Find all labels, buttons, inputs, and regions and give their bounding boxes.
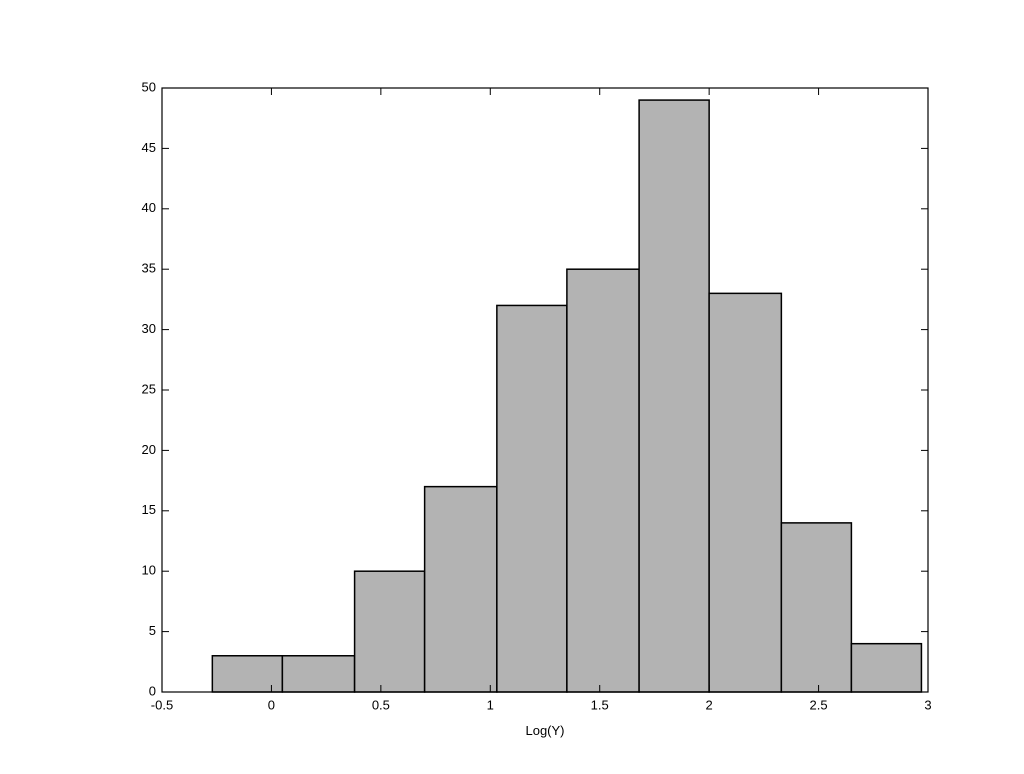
y-tick-label: 10 xyxy=(142,563,156,578)
bar xyxy=(780,522,853,693)
x-tick-label: -0.5 xyxy=(151,697,173,712)
bar xyxy=(211,655,284,693)
bar xyxy=(638,99,710,693)
y-tick-label: 40 xyxy=(142,200,156,215)
bar xyxy=(708,292,783,693)
bar xyxy=(496,304,568,693)
bar xyxy=(850,642,923,693)
y-tick-label: 50 xyxy=(142,79,156,94)
x-tick-label: 0 xyxy=(268,697,275,712)
y-tick-label: 25 xyxy=(142,381,156,396)
x-tick-label: 1.5 xyxy=(591,697,609,712)
y-tick-label: 20 xyxy=(142,442,156,457)
bar xyxy=(353,570,426,693)
y-tick-label: 5 xyxy=(149,623,156,638)
x-tick-label: 2.5 xyxy=(810,697,828,712)
x-tick-label: 0.5 xyxy=(372,697,390,712)
y-tick-label: 15 xyxy=(142,502,156,517)
x-tick-label: 3 xyxy=(924,697,931,712)
bar xyxy=(281,655,356,693)
x-tick-label: 1 xyxy=(487,697,494,712)
y-tick-label: 45 xyxy=(142,140,156,155)
y-tick-label: 35 xyxy=(142,261,156,276)
bar xyxy=(423,485,498,693)
bar xyxy=(566,268,640,693)
x-axis-label: Log(Y) xyxy=(525,723,564,738)
x-tick-label: 2 xyxy=(706,697,713,712)
y-tick-label: 0 xyxy=(149,683,156,698)
y-tick-label: 30 xyxy=(142,321,156,336)
